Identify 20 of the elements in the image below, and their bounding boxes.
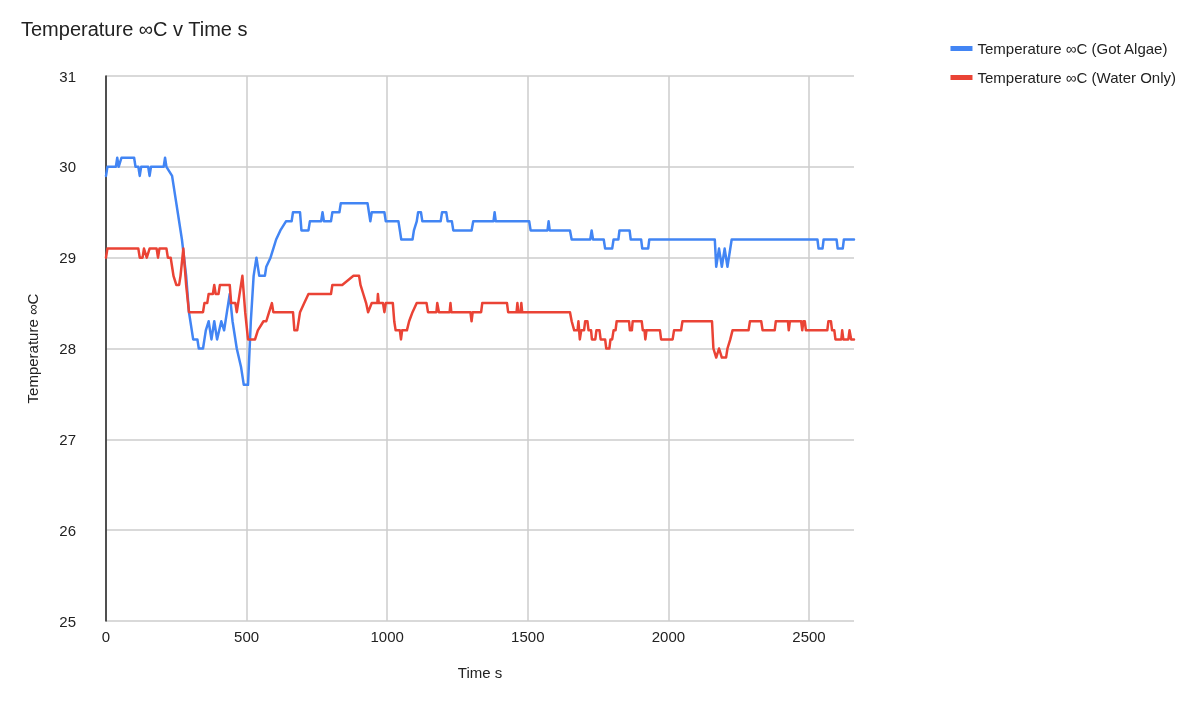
x-tick-label: 500 (234, 628, 260, 645)
x-tick-label: 2500 (792, 628, 826, 645)
legend-label: Temperature ∞C (Water Only) (977, 69, 1176, 86)
y-tick-label: 28 (59, 340, 76, 357)
chart-title: Temperature ∞C v Time s (21, 18, 248, 40)
x-tick-label: 0 (101, 628, 111, 645)
line-series (104, 156, 856, 387)
x-tick-label: 2000 (651, 628, 686, 645)
line-series (104, 247, 856, 359)
y-tick-label: 27 (59, 430, 76, 448)
y-tick-label: 25 (59, 612, 76, 630)
y-tick-label: 26 (59, 521, 76, 539)
x-tick-label: 1000 (370, 628, 404, 645)
y-tick-label: 31 (59, 67, 76, 85)
y-axis-title: Temperature ∞C (24, 293, 41, 404)
y-tick-label: 29 (59, 249, 76, 267)
y-tick-label: 30 (59, 158, 76, 176)
x-axis-title: Time s (457, 664, 503, 681)
x-tick-label: 1500 (511, 628, 545, 645)
legend-label: Temperature ∞C (Got Algae) (977, 40, 1168, 57)
